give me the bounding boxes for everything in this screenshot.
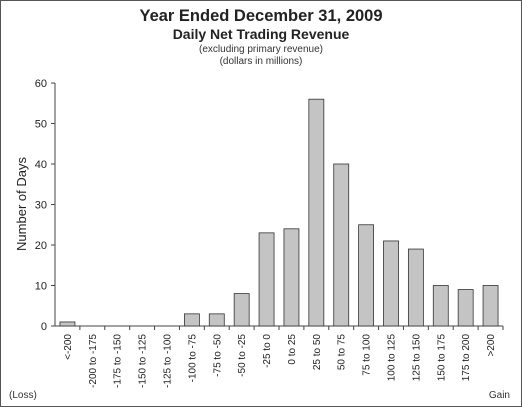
x-tick-label: -200 to -175 — [88, 334, 99, 388]
bar — [258, 232, 275, 327]
x-tick-label: 25 to 50 — [312, 334, 323, 371]
chart-title: Year Ended December 31, 2009 — [139, 7, 383, 25]
bar — [407, 248, 424, 327]
x-tick-label: -150 to -125 — [138, 334, 149, 388]
y-axis-label-group: Number of Days — [14, 157, 29, 251]
bar — [482, 285, 499, 327]
x-tick-label: 125 to 150 — [411, 334, 422, 382]
y-axis-label: Number of Days — [14, 157, 29, 251]
bar — [183, 313, 200, 327]
x-tick-label: >200 — [486, 334, 497, 357]
x-tick-label: 100 to 125 — [387, 334, 398, 382]
bar — [333, 163, 350, 327]
x-tick-label: 150 to 175 — [436, 334, 447, 382]
chart-note-1: (excluding primary revenue) — [199, 44, 323, 55]
x-ticks: <-200 -200 to -175 -175 to -150 -150 to -12… — [63, 326, 504, 388]
x-tick-label: -125 to -100 — [163, 334, 174, 388]
bar — [208, 313, 225, 327]
x-tick-label: <-200 — [63, 334, 74, 360]
bars — [59, 98, 499, 327]
x-tick-label: -75 to -50 — [212, 334, 223, 377]
bar — [432, 285, 449, 327]
y-ticks: 0 10 20 30 40 50 60 — [35, 78, 55, 333]
bar — [59, 321, 76, 327]
y-tick-label: 40 — [35, 159, 47, 171]
chart-subtitle: Daily Net Trading Revenue — [172, 26, 350, 42]
x-tick-label: 50 to 75 — [337, 334, 348, 371]
x-tick-label: -100 to -75 — [187, 334, 198, 383]
loss-label: (Loss) — [9, 390, 37, 401]
bar — [283, 228, 300, 327]
y-tick-label: 30 — [35, 200, 47, 212]
y-tick-label: 0 — [41, 321, 47, 333]
y-tick-label: 10 — [35, 281, 47, 293]
x-tick-label: 0 to 25 — [287, 334, 298, 365]
x-tick-label: 175 to 200 — [461, 334, 472, 382]
bar — [308, 98, 325, 327]
y-tick-label: 20 — [35, 240, 47, 252]
bar — [233, 293, 250, 327]
bar — [457, 289, 474, 327]
x-tick-label: -50 to -25 — [237, 334, 248, 377]
y-tick-label: 60 — [35, 78, 47, 90]
y-tick-label: 50 — [35, 119, 47, 131]
x-tick-label: -175 to -150 — [113, 334, 124, 388]
bar — [358, 224, 375, 327]
gain-label: Gain — [488, 390, 510, 401]
x-tick-label: 75 to 100 — [362, 334, 373, 376]
chart-note-2: (dollars in millions) — [219, 56, 303, 67]
x-tick-label: -25 to 0 — [262, 334, 273, 368]
bar — [383, 240, 399, 327]
